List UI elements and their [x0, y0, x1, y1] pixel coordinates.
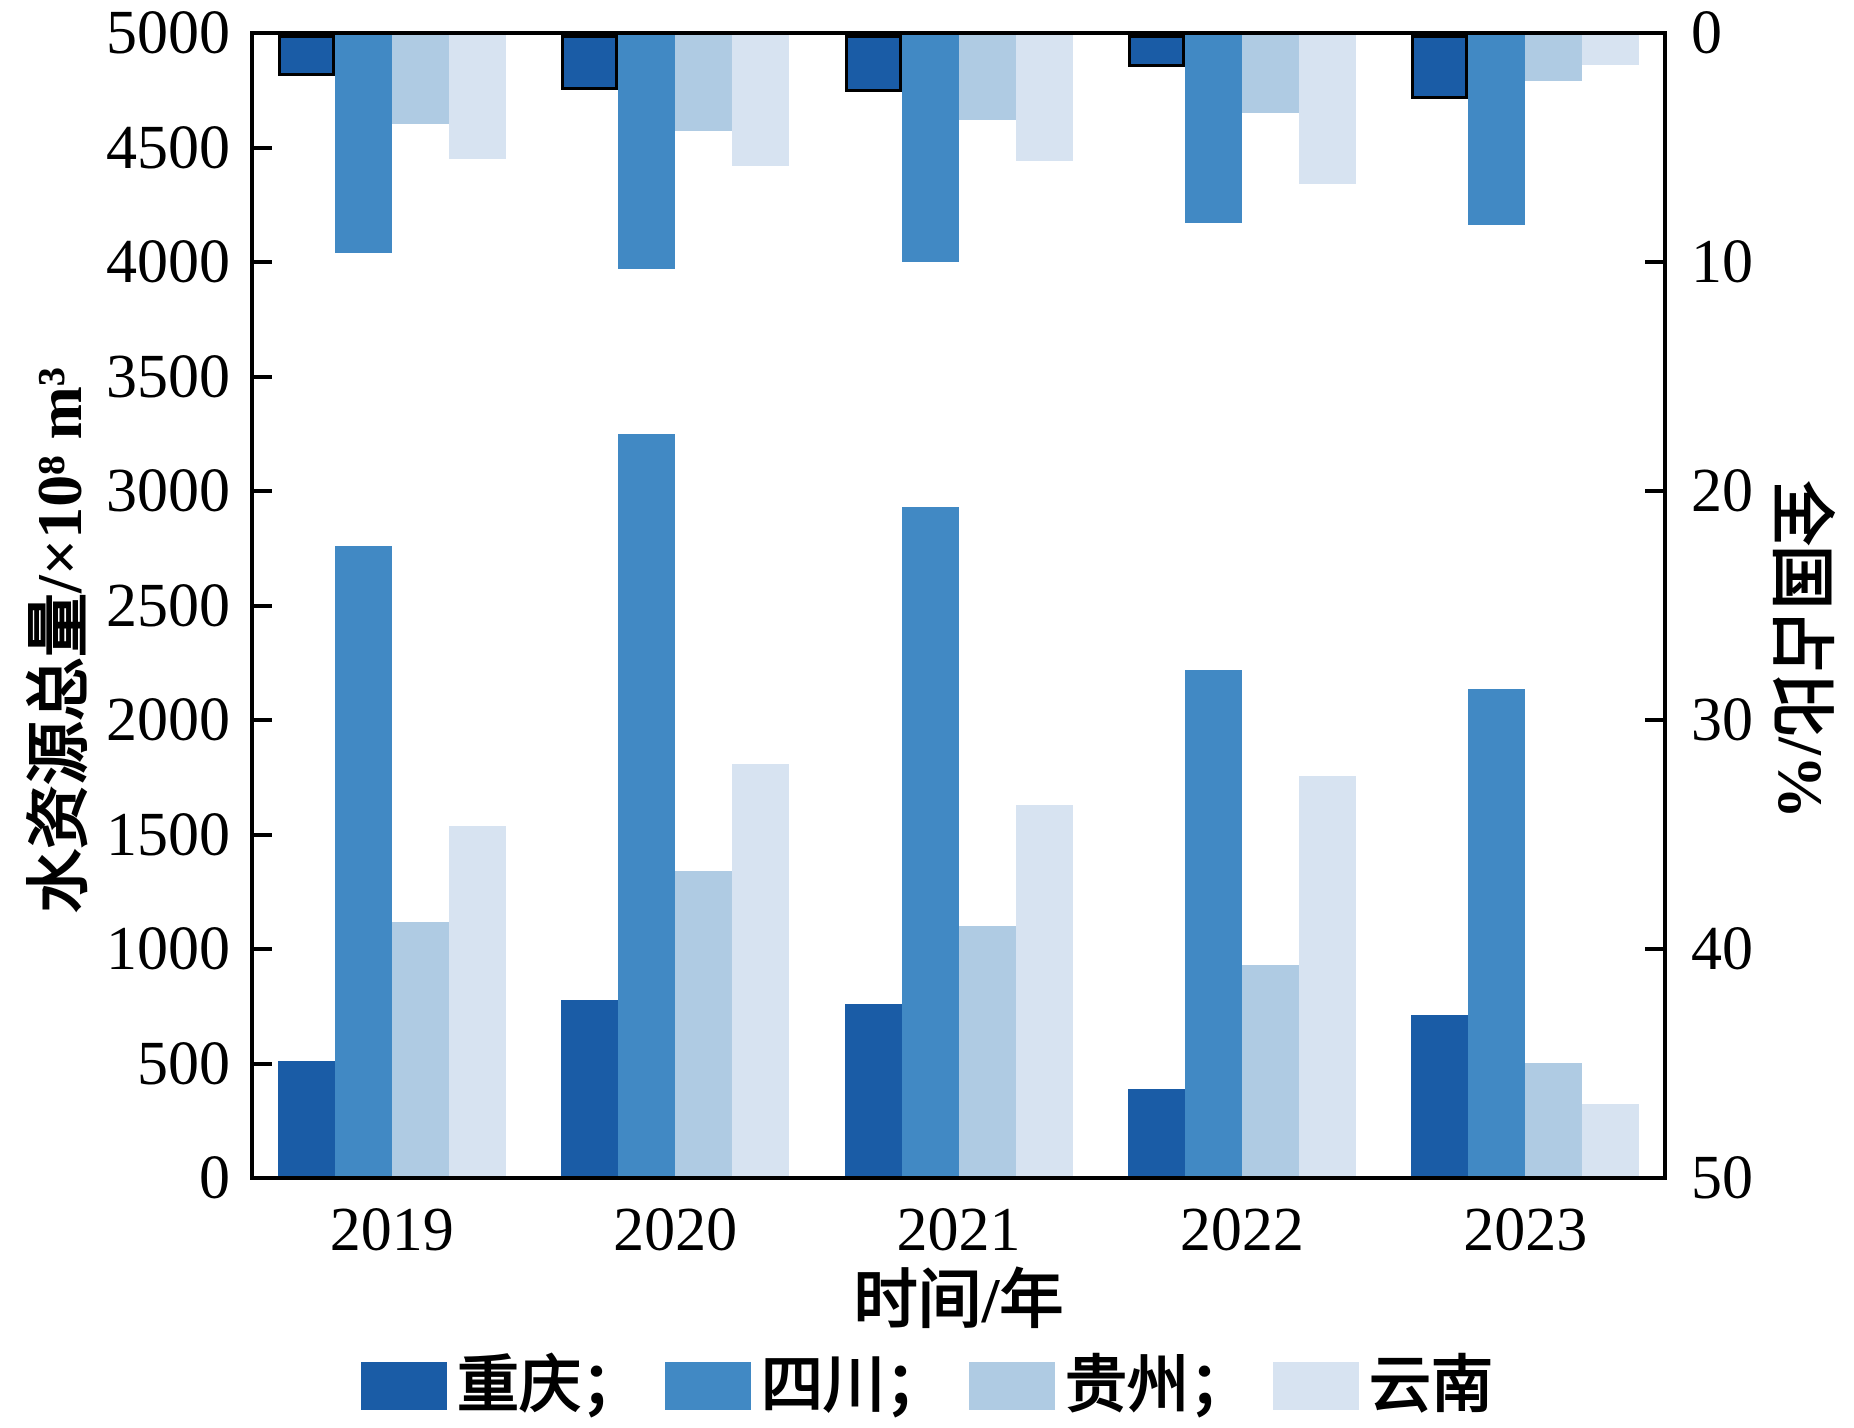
left-axis-tick-label-4000: 4000 — [106, 228, 230, 296]
bar-chongqing-2020-pct — [561, 35, 619, 90]
left-axis-tick-0 — [254, 1176, 272, 1180]
bar-sichuan-2020-total — [618, 434, 676, 1176]
right-axis-tick-30 — [1645, 718, 1663, 722]
left-axis-tick-label-5000: 5000 — [106, 0, 230, 67]
bar-guizhou-2023-pct — [1525, 35, 1583, 81]
left-axis-tick-1000 — [254, 947, 272, 951]
bar-sichuan-2023-total — [1468, 689, 1526, 1176]
legend-label-yunnan: 云南 — [1369, 1352, 1494, 1420]
bar-chongqing-2022-pct — [1127, 35, 1185, 67]
bar-sichuan-2020-pct — [618, 35, 676, 269]
right-axis-tick-50 — [1645, 1176, 1663, 1180]
right-axis-tick-label-0: 0 — [1691, 0, 1722, 67]
bar-chongqing-2023-total — [1411, 1015, 1469, 1176]
legend-swatch-guizhou — [969, 1362, 1055, 1410]
bar-yunnan-2019-total — [448, 826, 506, 1176]
legend-item-sichuan: 四川； — [664, 1351, 947, 1421]
left-axis-tick-1500 — [254, 832, 272, 837]
bar-guizhou-2021-total — [958, 926, 1016, 1176]
left-axis-tick-label-2500: 2500 — [106, 571, 230, 640]
bar-chongqing-2021-pct — [844, 35, 902, 92]
bar-yunnan-2022-total — [1298, 776, 1356, 1176]
bar-chongqing-2019-total — [277, 1061, 335, 1176]
x-tick-label-2021: 2021 — [896, 1196, 1021, 1264]
legend-item-yunnan: 云南 — [1273, 1351, 1493, 1421]
bar-sichuan-2023-pct — [1468, 35, 1526, 225]
right-axis-tick-20 — [1645, 489, 1663, 493]
left-axis-tick-500 — [254, 1061, 272, 1066]
bar-chongqing-2020-total — [561, 1000, 619, 1176]
legend-label-chongqing: 重庆； — [456, 1352, 643, 1420]
bar-yunnan-2020-pct — [732, 35, 790, 166]
bar-yunnan-2023-pct — [1582, 35, 1640, 65]
bar-yunnan-2019-pct — [448, 35, 506, 159]
bar-guizhou-2020-total — [675, 871, 733, 1176]
right-axis-tick-label-50: 50 — [1691, 1144, 1753, 1212]
left-axis-tick-label-0: 0 — [199, 1144, 230, 1212]
left-axis-tick-label-4500: 4500 — [106, 113, 230, 182]
bar-chongqing-2021-total — [844, 1004, 902, 1176]
left-axis-tick-label-2000: 2000 — [106, 686, 230, 754]
bar-yunnan-2023-total — [1582, 1104, 1640, 1176]
bar-guizhou-2022-pct — [1241, 35, 1299, 113]
bar-yunnan-2021-total — [1015, 805, 1073, 1176]
left-axis-tick-4000 — [254, 260, 272, 264]
x-tick-label-2020: 2020 — [613, 1196, 738, 1264]
bar-guizhou-2019-pct — [391, 35, 449, 124]
bar-chongqing-2019-pct — [277, 35, 335, 76]
legend-label-guizhou: 贵州； — [1065, 1352, 1252, 1420]
left-axis-tick-label-1000: 1000 — [106, 915, 230, 983]
legend-swatch-yunnan — [1273, 1362, 1360, 1410]
bar-yunnan-2020-total — [732, 764, 790, 1176]
right-axis-tick-10 — [1645, 260, 1663, 264]
left-axis-tick-2000 — [254, 718, 272, 722]
left-axis-tick-3000 — [254, 489, 272, 493]
x-tick-label-2019: 2019 — [329, 1196, 454, 1264]
legend-item-chongqing: 重庆； — [360, 1351, 643, 1421]
legend: 重庆； 四川； 贵州； 云南 — [0, 1348, 1854, 1424]
bar-chongqing-2023-pct — [1411, 35, 1469, 99]
x-tick-label-2023: 2023 — [1463, 1196, 1588, 1264]
bar-guizhou-2022-total — [1241, 965, 1299, 1176]
left-axis-tick-3500 — [254, 374, 272, 379]
right-axis-tick-label-20: 20 — [1691, 457, 1753, 525]
legend-label-sichuan: 四川； — [760, 1352, 947, 1420]
left-axis-tick-2500 — [254, 603, 272, 608]
right-axis-tick-label-40: 40 — [1691, 915, 1753, 983]
right-axis-tick-label-30: 30 — [1691, 686, 1753, 754]
bar-sichuan-2022-total — [1184, 670, 1242, 1176]
bar-sichuan-2019-total — [334, 546, 392, 1176]
right-axis-tick-label-10: 10 — [1691, 228, 1753, 296]
bar-guizhou-2019-total — [391, 922, 449, 1176]
bar-yunnan-2021-pct — [1015, 35, 1073, 161]
left-axis-tick-label-3000: 3000 — [106, 457, 230, 525]
bar-sichuan-2021-total — [901, 507, 959, 1176]
legend-item-guizhou: 贵州； — [969, 1351, 1251, 1421]
legend-swatch-chongqing — [360, 1362, 447, 1410]
bar-sichuan-2019-pct — [334, 35, 392, 253]
bar-guizhou-2021-pct — [958, 35, 1016, 120]
bar-yunnan-2022-pct — [1298, 35, 1356, 184]
left-axis-tick-4500 — [254, 145, 272, 150]
bar-guizhou-2023-total — [1525, 1063, 1583, 1176]
bar-sichuan-2022-pct — [1184, 35, 1242, 223]
left-axis-tick-label-3500: 3500 — [106, 342, 230, 411]
x-axis-label: 时间/年 — [853, 1265, 1064, 1336]
right-y-axis-label: 全国占比/% — [1765, 481, 1836, 819]
right-axis-tick-0 — [1645, 31, 1663, 35]
legend-swatch-sichuan — [664, 1362, 751, 1410]
x-tick-label-2022: 2022 — [1179, 1196, 1304, 1264]
bar-sichuan-2021-pct — [901, 35, 959, 262]
left-axis-tick-label-1500: 1500 — [106, 800, 230, 869]
bar-chongqing-2022-total — [1127, 1089, 1185, 1176]
left-axis-tick-5000 — [254, 31, 272, 35]
left-axis-tick-label-500: 500 — [137, 1029, 230, 1098]
right-axis-tick-40 — [1645, 947, 1663, 951]
bar-guizhou-2020-pct — [675, 35, 733, 131]
